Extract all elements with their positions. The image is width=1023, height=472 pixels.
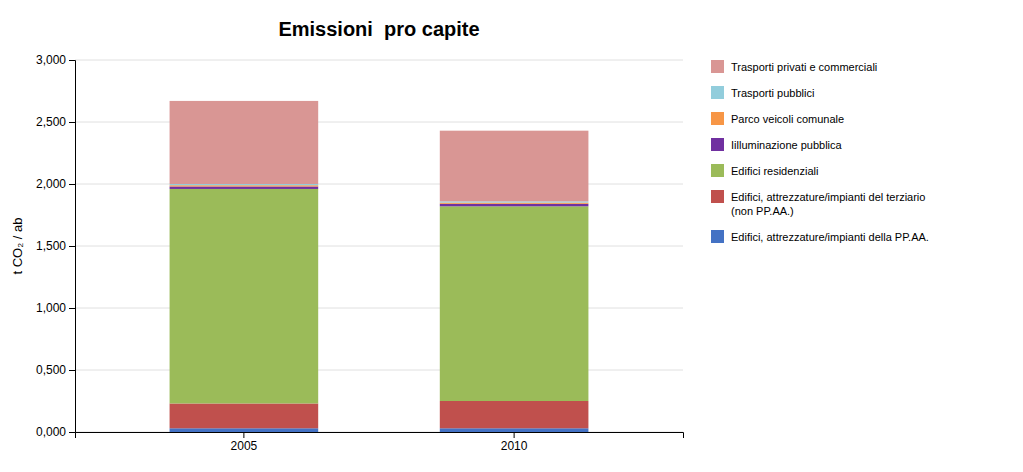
legend: Trasporti privati e commerciali Trasporti…	[711, 60, 929, 243]
bar-segment	[440, 203, 589, 204]
legend-label: Parco veicoli comunale	[731, 113, 844, 125]
y-tick-label: 1,500	[36, 239, 66, 253]
bar-segment	[170, 403, 319, 428]
legend-label-line: Edifici, attrezzature/impianti della PP.…	[731, 231, 929, 243]
chart-svg: 0,0000,5001,0001,5002,0002,5003,00020052…	[0, 0, 1023, 472]
legend-swatch	[711, 138, 724, 151]
x-axis: 2005 2010	[76, 432, 684, 453]
y-tick: 2,500	[36, 115, 75, 129]
legend-label-line: Edifici residenziali	[731, 165, 818, 177]
x-tick-label: 2005	[231, 439, 258, 453]
grid-line	[75, 308, 683, 309]
bar-segment	[440, 201, 589, 202]
legend-item: Edifici, attrezzature/impianti della PP.…	[711, 230, 929, 243]
bar-segment	[170, 101, 319, 184]
legend-item: Parco veicoli comunale	[711, 112, 844, 125]
bar-segment	[440, 131, 589, 202]
legend-label: Trasporti privati e commerciali	[731, 61, 877, 73]
bar-segment	[440, 428, 589, 432]
x-tick: 2010	[501, 432, 528, 453]
y-tick: 0,000	[36, 425, 75, 439]
chart-container: 0,0000,5001,0001,5002,0002,5003,00020052…	[0, 0, 1023, 472]
legend-swatch	[711, 230, 724, 243]
x-axis-line	[76, 433, 684, 439]
chart-title: Emissioni pro capite	[278, 18, 479, 40]
y-tick: 1,000	[36, 301, 75, 315]
y-axis-title: t CO₂ / ab	[10, 217, 25, 274]
y-tick-mark	[69, 60, 75, 61]
grid	[75, 60, 683, 432]
y-tick-label: 3,000	[36, 53, 66, 67]
y-tick-mark	[69, 308, 75, 309]
bar-segment	[440, 401, 589, 428]
y-axis-line	[69, 61, 76, 433]
bar-segment	[170, 184, 319, 185]
y-tick: 3,000	[36, 53, 75, 67]
y-tick: 1,500	[36, 239, 75, 253]
legend-swatch	[711, 190, 724, 203]
grid-line	[75, 122, 683, 123]
grid-line	[75, 184, 683, 185]
legend-label-line: Trasporti pubblici	[731, 87, 814, 99]
legend-item: Trasporti privati e commerciali	[711, 60, 877, 73]
x-tick-mark	[243, 432, 244, 438]
y-tick-label: 0,000	[36, 425, 66, 439]
y-tick-mark	[69, 184, 75, 185]
bar-series	[170, 401, 589, 428]
bar-segment	[440, 204, 589, 206]
y-tick-mark	[69, 122, 75, 123]
legend-label: Edifici residenziali	[731, 165, 818, 177]
bar-segment	[440, 206, 589, 401]
grid-line	[75, 246, 683, 247]
legend-label-line: Iilluminazione pubblica	[731, 139, 843, 151]
bar-segment	[170, 189, 319, 404]
y-tick-label: 1,000	[36, 301, 66, 315]
bar-segment	[170, 428, 319, 432]
y-tick: 2,000	[36, 177, 75, 191]
y-tick-mark	[69, 432, 75, 433]
legend-item: Iilluminazione pubblica	[711, 138, 843, 151]
legend-item: Edifici, attrezzature/impianti del terzi…	[711, 190, 925, 217]
bar-series	[170, 101, 589, 201]
grid-line	[75, 60, 683, 61]
y-tick-label: 0,500	[36, 363, 66, 377]
y-tick-label: 2,000	[36, 177, 66, 191]
y-tick-mark	[69, 246, 75, 247]
legend-label-line: (non PP.AA.)	[731, 205, 794, 217]
bar-segment	[170, 185, 319, 186]
legend-swatch	[711, 86, 724, 99]
legend-label-line: Parco veicoli comunale	[731, 113, 844, 125]
legend-label: Iilluminazione pubblica	[731, 139, 843, 151]
legend-label-line: Edifici, attrezzature/impianti del terzi…	[731, 191, 925, 203]
bar-series	[170, 189, 589, 404]
bar-series	[170, 428, 589, 432]
x-tick-label: 2010	[501, 439, 528, 453]
plot-area: 0,0000,5001,0001,5002,0002,5003,00020052…	[36, 53, 684, 452]
legend-swatch	[711, 60, 724, 73]
legend-item: Edifici residenziali	[711, 164, 818, 177]
legend-label-line: Trasporti privati e commerciali	[731, 61, 877, 73]
y-axis: 0,000 0,500 1,000 1,500 2,000 2,500 3,000	[36, 53, 76, 439]
bars	[170, 101, 589, 432]
y-tick-mark	[69, 370, 75, 371]
bar-segment	[170, 186, 319, 188]
grid-line	[75, 370, 683, 371]
legend-label: Edifici, attrezzature/impianti del terzi…	[731, 191, 925, 217]
legend-label: Trasporti pubblici	[731, 87, 814, 99]
legend-swatch	[711, 164, 724, 177]
legend-label: Edifici, attrezzature/impianti della PP.…	[731, 231, 929, 243]
y-tick: 0,500	[36, 363, 75, 377]
legend-swatch	[711, 112, 724, 125]
x-tick: 2005	[231, 432, 258, 453]
y-tick-label: 2,500	[36, 115, 66, 129]
x-tick-mark	[514, 432, 515, 438]
legend-item: Trasporti pubblici	[711, 86, 814, 99]
